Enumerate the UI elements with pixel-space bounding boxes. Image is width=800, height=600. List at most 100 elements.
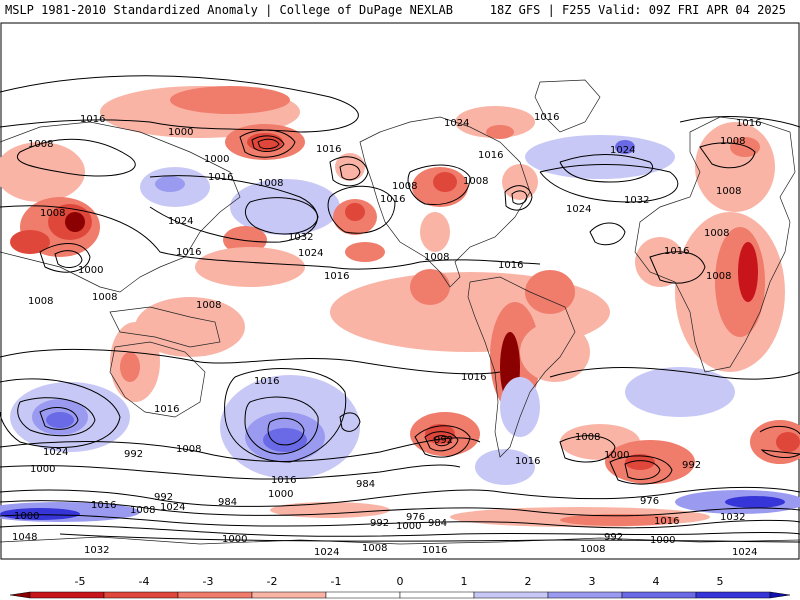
isobar-line <box>17 138 136 177</box>
anomaly-negative-region <box>525 270 575 314</box>
anomaly-negative-region <box>135 297 245 357</box>
anomaly-negative-region <box>738 242 758 302</box>
colorbar-segment <box>473 591 549 599</box>
anomaly-negative-region <box>433 172 457 192</box>
isobar-label: 1016 <box>324 271 349 282</box>
anomaly-negative-region <box>776 432 800 452</box>
isobar-label: 992 <box>124 449 143 460</box>
colorbar-tick-label: -1 <box>331 575 342 588</box>
isobar-label: 992 <box>434 435 453 446</box>
colorbar-tick-label: -3 <box>203 575 214 588</box>
colorbar-tick-label: 1 <box>461 575 468 588</box>
isobar-label: 1000 <box>14 511 39 522</box>
isobar-line <box>0 205 541 270</box>
anomaly-negative-region <box>65 212 85 232</box>
isobar-label: 984 <box>218 497 237 508</box>
isobar-line <box>433 435 452 447</box>
isobar-line <box>511 190 528 205</box>
colorbar-tick-label: 2 <box>525 575 532 588</box>
isobar-line <box>609 455 673 485</box>
anomaly-negative-region <box>455 106 535 138</box>
isobar-line <box>649 251 706 284</box>
anomaly-negative-region <box>625 454 655 470</box>
anomaly-negative-region <box>335 153 365 181</box>
isobar-label: 1016 <box>515 456 540 467</box>
isobar-label: 992 <box>682 460 701 471</box>
anomaly-positive-region <box>0 508 80 520</box>
isobar-line <box>559 435 616 463</box>
isobar-label: 1024 <box>314 547 339 558</box>
isobar-label: 1000 <box>268 489 293 500</box>
isobar-line <box>39 243 91 273</box>
colorbar-tick-label: 0 <box>397 575 404 588</box>
isobar-line <box>339 412 361 432</box>
isobar-label: 1008 <box>706 271 731 282</box>
isobar-label: 1024 <box>732 547 757 558</box>
isobar-label: 1008 <box>196 300 221 311</box>
isobar-line <box>257 138 280 150</box>
colorbar-segment <box>547 591 623 599</box>
isobar-label: 1016 <box>498 260 523 271</box>
isobar-label: 1032 <box>624 195 649 206</box>
isobar-line <box>549 367 800 380</box>
isobar-label: 1000 <box>204 154 229 165</box>
anomaly-positive-region <box>263 428 307 452</box>
isobar-line <box>407 164 471 206</box>
isobar-label: 984 <box>428 518 447 529</box>
isobar-label: 992 <box>154 492 173 503</box>
isobar-label: 1016 <box>271 475 296 486</box>
anomaly-positive-region <box>475 449 535 485</box>
colorbar-tick-label: 5 <box>717 575 724 588</box>
isobar-label: 1008 <box>424 252 449 263</box>
anomaly-positive-region <box>46 412 74 428</box>
colorbar-segment <box>251 591 327 599</box>
anomaly-negative-region <box>635 237 685 287</box>
isobar-label: 1000 <box>30 464 55 475</box>
colorbar-segment <box>399 591 475 599</box>
isobar-label: 1024 <box>160 502 185 513</box>
anomaly-negative-region <box>0 142 85 202</box>
anomaly-negative-region <box>730 137 760 157</box>
isobar-line <box>624 460 661 480</box>
isobar-line <box>251 135 285 152</box>
isobar-label: 992 <box>370 518 389 529</box>
colorbar-tick-label: -5 <box>75 575 86 588</box>
isobar-label: 1008 <box>575 432 600 443</box>
isobar-line <box>54 250 83 268</box>
isobar-label: 1008 <box>716 186 741 197</box>
isobar-label: 1000 <box>168 127 193 138</box>
colorbar-segment <box>325 591 401 599</box>
isobar-label: 1016 <box>254 376 279 387</box>
isobar-label: 1024 <box>610 145 635 156</box>
anomaly-negative-region <box>420 212 450 252</box>
isobars <box>0 75 800 543</box>
anomaly-negative-region <box>560 514 680 526</box>
isobar-line <box>539 164 679 203</box>
anomaly-positive-region <box>625 367 735 417</box>
isobar-label: 1008 <box>176 444 201 455</box>
isobar-line <box>424 431 459 452</box>
isobar-labels: 1016 1008 1000 1000 1008 1016 1016 1008 … <box>12 112 761 558</box>
anomaly-negative-region <box>425 424 455 444</box>
isobar-label: 1008 <box>704 228 729 239</box>
isobar-label: 1008 <box>40 208 65 219</box>
isobar-line <box>59 533 800 543</box>
colorbar-segment <box>29 591 105 599</box>
isobar-line <box>699 142 756 169</box>
anomaly-positive-region <box>725 496 785 508</box>
colorbar-tick-label: 3 <box>589 575 596 588</box>
isobar-label: 1000 <box>604 450 629 461</box>
isobar-label: 984 <box>356 479 375 490</box>
isobar-label: 976 <box>640 496 659 507</box>
anomaly-negative-region <box>345 203 365 221</box>
isobar-label: 1016 <box>316 144 341 155</box>
anomaly-negative-region <box>520 322 590 382</box>
isobar-label: 1048 <box>12 532 37 543</box>
anomaly-negative-region <box>10 230 50 254</box>
colorbar-segment <box>103 591 179 599</box>
isobar-label: 1024 <box>168 216 193 227</box>
isobar-line <box>239 129 296 158</box>
isobar-label: 1032 <box>84 545 109 556</box>
colorbar-segment <box>177 591 253 599</box>
anomaly-positive-region <box>615 140 635 154</box>
